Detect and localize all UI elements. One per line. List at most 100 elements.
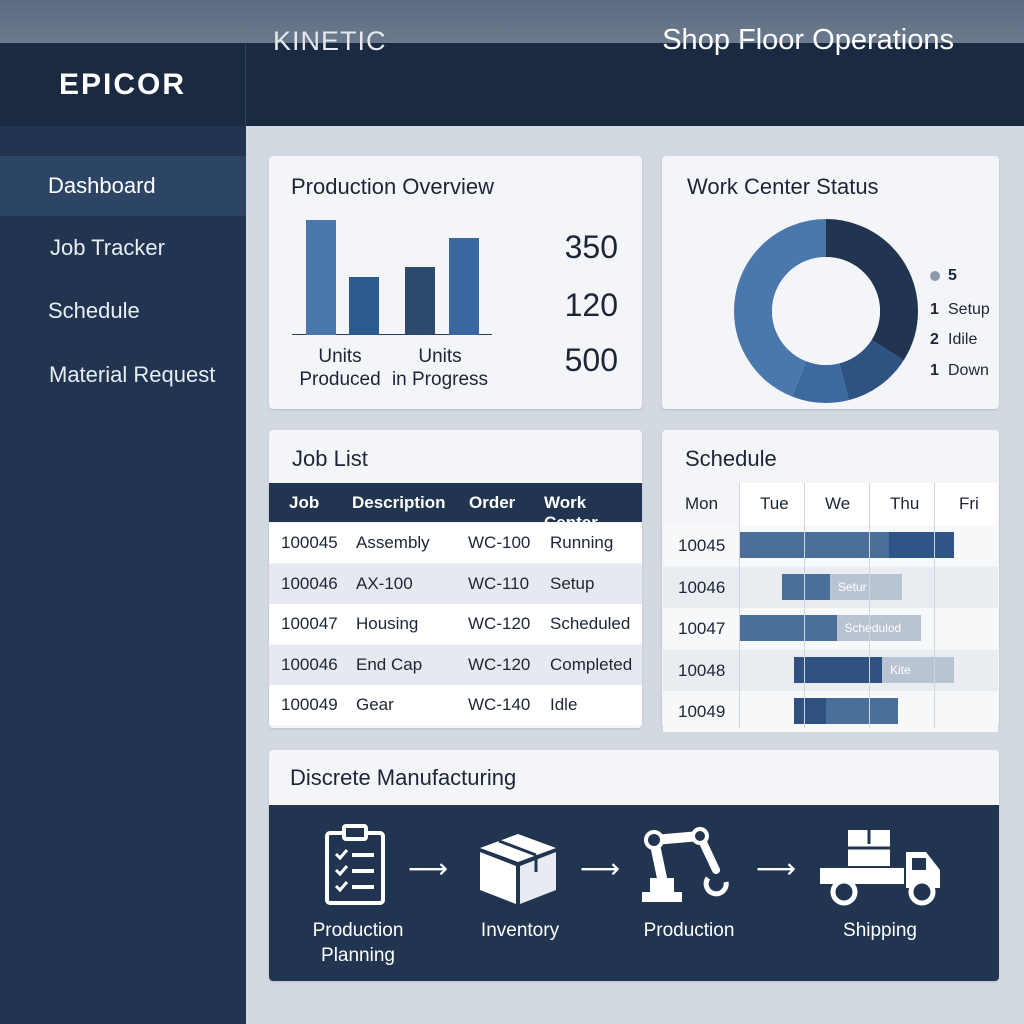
schedule-row[interactable]: 10047 Schedulod: [663, 608, 998, 649]
sidebar-item-job-tracker[interactable]: Job Tracker: [50, 235, 165, 260]
work-center-donut-chart: [734, 219, 918, 403]
production-bar-chart: [292, 210, 492, 335]
schedule-bar[interactable]: [739, 615, 837, 641]
schedule-job-number: 10046: [678, 577, 726, 597]
schedule-bar[interactable]: Schedulod: [836, 615, 921, 641]
column-header-description[interactable]: Description: [352, 493, 446, 512]
step-label-line: Planning: [321, 945, 395, 966]
schedule-title: Schedule: [685, 446, 777, 471]
job-list-header: Job Description Order Work Center: [269, 483, 642, 532]
table-cell: AX-100: [356, 573, 413, 593]
table-cell: 100047: [281, 614, 338, 633]
production-bar: [405, 267, 435, 335]
table-row[interactable]: 100046 AX-100 WC-110 Setup: [269, 563, 642, 604]
legend-label: Idile: [948, 331, 978, 348]
sidebar-item-schedule[interactable]: Schedule: [48, 298, 140, 323]
table-cell: Scheduled: [550, 614, 631, 633]
table-row[interactable]: 100049 Gear WC-140 Idle: [269, 685, 642, 725]
table-cell: 100046: [281, 654, 338, 674]
legend-item-setup: 1 Setup: [930, 301, 990, 319]
day-header-thu: Thu: [890, 494, 920, 513]
sidebar: Dashboard Job Tracker Schedule Material …: [0, 126, 246, 1024]
clipboard-checklist-icon: [325, 824, 385, 905]
window-top-strip: [0, 0, 1024, 43]
box-icon: [480, 834, 556, 904]
day-header-wed: We: [825, 494, 851, 513]
table-row[interactable]: 100046 End Cap WC-120 Completed: [269, 644, 642, 685]
schedule-bar[interactable]: Kite: [882, 656, 954, 683]
table-cell: WC-100: [468, 533, 531, 552]
flow-arrow-icon: ⟶: [580, 853, 621, 884]
schedule-row[interactable]: 10048 Kite: [663, 649, 998, 691]
brand-logo[interactable]: EPICOR: [0, 43, 246, 126]
product-name: KINETIC: [273, 26, 387, 56]
schedule-bar[interactable]: [793, 698, 827, 724]
schedule-bar[interactable]: Setur: [830, 573, 902, 600]
step-label-production-planning: Production Planning: [296, 918, 420, 968]
schedule-bar[interactable]: [739, 532, 889, 558]
schedule-header: Mon Tue We Thu Fri: [663, 483, 998, 525]
page-title: Shop Floor Operations: [662, 24, 954, 56]
table-cell: End Cap: [356, 654, 423, 674]
discrete-manufacturing-title: Discrete Manufacturing: [290, 765, 517, 790]
table-row[interactable]: 100047 Housing WC-120 Scheduled: [269, 604, 642, 644]
table-cell: 100046: [281, 573, 338, 593]
flow-arrow-icon: ⟶: [756, 853, 797, 884]
schedule-job-number: 10047: [678, 619, 726, 638]
bar-label-units-produced: Units Produced: [290, 345, 390, 391]
bar-label-line: Units: [418, 346, 462, 367]
stat-value-1: 350: [564, 229, 618, 265]
schedule-grid-line: [869, 483, 870, 728]
donut-segment: [734, 219, 918, 403]
schedule-row[interactable]: 10045: [663, 525, 998, 566]
table-cell: Setup: [550, 573, 595, 593]
robot-arm-icon: [642, 827, 729, 902]
day-header-fri: Fri: [959, 494, 979, 513]
legend-count: 2: [930, 331, 939, 348]
step-label-shipping: Shipping: [843, 920, 917, 941]
schedule-job-number: 10048: [678, 660, 726, 680]
schedule-bar-label: Setur: [838, 579, 867, 594]
production-overview-title: Production Overview: [291, 174, 494, 199]
stat-value-2: 120: [564, 287, 618, 323]
schedule-bar-label: Kite: [890, 662, 911, 677]
schedule-bar[interactable]: [781, 573, 830, 600]
job-list-title: Job List: [292, 446, 368, 471]
schedule-bar[interactable]: [793, 656, 882, 683]
chart-baseline: [292, 334, 492, 335]
table-cell: WC-110: [468, 573, 530, 593]
production-bar: [449, 238, 479, 335]
table-cell: 100045: [281, 533, 338, 552]
day-header-tue: Tue: [760, 494, 789, 513]
schedule-bar-label: Schedulod: [844, 621, 902, 635]
work-center-status-title: Work Center Status: [687, 174, 879, 199]
delivery-truck-icon: [820, 830, 940, 906]
bar-label-line: Produced: [299, 369, 381, 390]
legend-count: 1: [930, 301, 939, 318]
legend-label: 5: [948, 267, 957, 284]
schedule-job-number: 10049: [678, 702, 726, 721]
table-cell: Gear: [356, 695, 394, 714]
schedule-row[interactable]: 10046 Setur: [663, 566, 998, 608]
schedule-bar[interactable]: [826, 698, 898, 724]
table-row[interactable]: 100045 Assembly WC-100 Running: [269, 523, 642, 563]
column-header-order[interactable]: Order: [469, 493, 516, 512]
step-label-production: Production: [643, 920, 735, 941]
legend-item-idle: 2 Idile: [930, 331, 977, 349]
app-header: EPICOR: [0, 43, 1024, 126]
flow-arrow-icon: ⟶: [408, 853, 449, 884]
schedule-job-number: 10045: [678, 536, 726, 555]
schedule-grid-line: [804, 483, 805, 728]
schedule-bar[interactable]: [888, 532, 954, 558]
table-cell: 100049: [281, 695, 338, 714]
column-header-job[interactable]: Job: [289, 493, 320, 512]
schedule-day-header-bg: [739, 483, 998, 525]
schedule-row[interactable]: 10049: [663, 691, 998, 732]
production-bar: [306, 220, 336, 335]
sidebar-item-dashboard[interactable]: Dashboard: [0, 156, 246, 216]
donut-hole: [772, 257, 880, 365]
legend-item-down: 1 Down: [930, 362, 989, 380]
bar-label-units-in-progress: Units in Progress: [390, 345, 490, 391]
step-label-inventory: Inventory: [480, 920, 560, 941]
sidebar-item-material-request[interactable]: Material Request: [49, 362, 216, 387]
